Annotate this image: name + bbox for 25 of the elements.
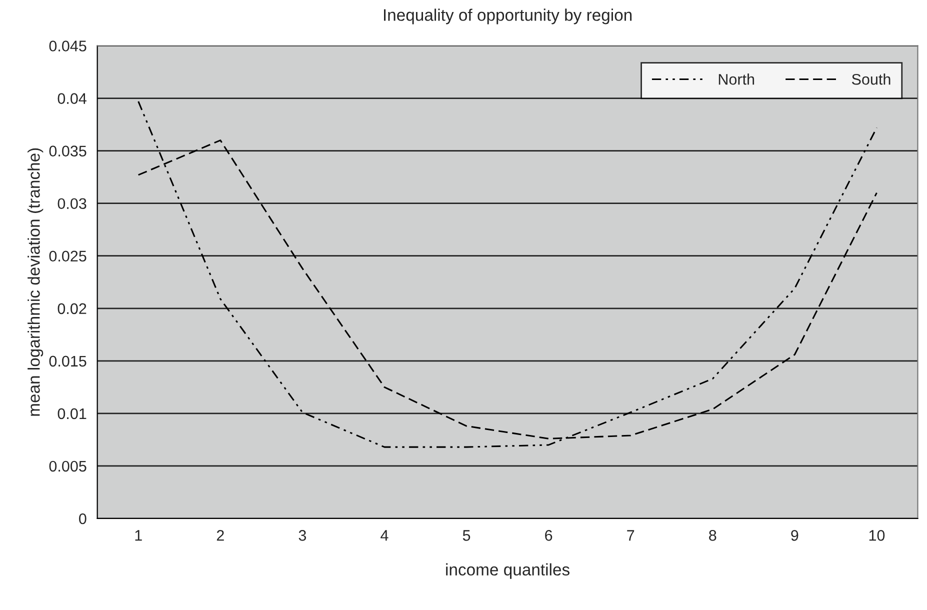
y-tick-label: 0.035 bbox=[49, 146, 86, 156]
chart-title: Inequality of opportunity by region bbox=[384, 8, 632, 24]
x-tick-label: 1 bbox=[135, 530, 142, 541]
y-tick-label: 0 bbox=[79, 513, 86, 524]
y-tick-label: 0.045 bbox=[49, 40, 86, 52]
x-tick-label: 4 bbox=[380, 530, 388, 541]
y-tick-label: 0.01 bbox=[58, 408, 86, 420]
x-tick-label: 9 bbox=[791, 530, 798, 541]
x-tick-label: 5 bbox=[462, 530, 470, 541]
x-tick-label: 10 bbox=[869, 530, 885, 541]
x-axis-title: income quantiles bbox=[446, 563, 570, 579]
y-axis-title: mean logarithmic deviation (tranche) bbox=[28, 148, 44, 416]
legend-label: North bbox=[718, 74, 754, 85]
x-tick-label: 6 bbox=[545, 530, 552, 541]
x-tick-label: 2 bbox=[216, 530, 224, 541]
y-tick-label: 0.025 bbox=[49, 250, 86, 262]
x-tick-label: 8 bbox=[709, 530, 716, 541]
y-tick-label: 0.04 bbox=[58, 93, 86, 104]
y-tick-label: 0.03 bbox=[58, 198, 86, 210]
x-tick-label: 3 bbox=[298, 530, 306, 541]
y-tick-label: 0.02 bbox=[58, 303, 86, 314]
legend-label: South bbox=[852, 74, 890, 85]
y-tick-label: 0.015 bbox=[49, 356, 86, 367]
x-tick-label: 7 bbox=[627, 530, 634, 541]
y-tick-label: 0.005 bbox=[49, 460, 86, 472]
